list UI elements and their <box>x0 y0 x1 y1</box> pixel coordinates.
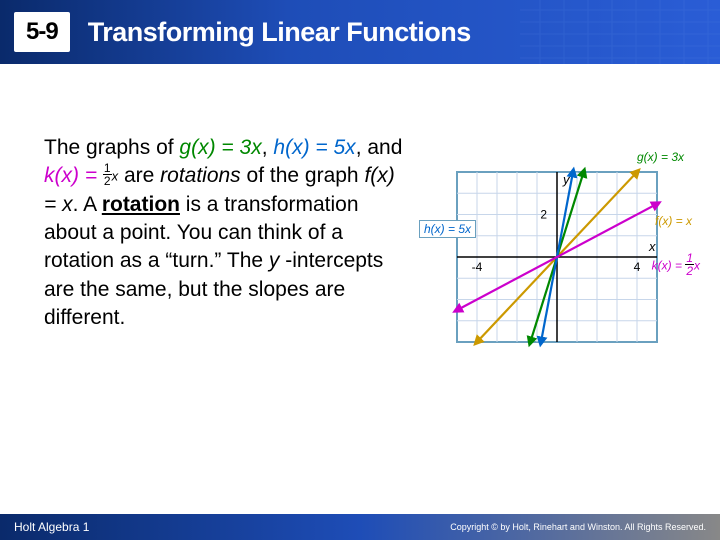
footer-book-title: Holt Algebra 1 <box>14 520 89 534</box>
k-callout: k(x) = 12x <box>652 254 700 279</box>
text: , <box>262 136 274 159</box>
header-bar: 5-9 Transforming Linear Functions <box>0 0 720 64</box>
svg-text:x: x <box>648 239 656 254</box>
text: . A <box>73 193 102 216</box>
text: , and <box>356 136 403 159</box>
f-callout: f(x) = x <box>655 214 692 228</box>
svg-text:2: 2 <box>540 208 547 222</box>
footer-bar: Holt Algebra 1 Copyright © by Holt, Rine… <box>0 514 720 540</box>
g-callout: g(x) = 3x <box>637 150 684 164</box>
y-var: y <box>269 249 280 272</box>
fraction-half: 12 <box>103 162 112 187</box>
rotations-word: rotations <box>160 164 241 187</box>
k-function-expr-pre: (x) = <box>55 164 103 187</box>
g-function-expr: (x) = 3x <box>191 136 262 159</box>
h-callout: h(x) = 5x <box>419 220 476 238</box>
svg-text:-4: -4 <box>472 260 483 274</box>
section-number-badge: 5-9 <box>14 12 70 52</box>
footer-copyright: Copyright © by Holt, Rinehart and Winsto… <box>450 522 706 532</box>
k-function-name: k <box>44 164 55 187</box>
header-grid-decoration <box>520 0 720 64</box>
linear-functions-chart: -442xy <box>427 142 682 367</box>
graph-wrap: -442xy g(x) = 3x h(x) = 5x f(x) = x k(x)… <box>427 142 682 367</box>
rotation-keyword: rotation <box>102 193 180 216</box>
body-text: The graphs of g(x) = 3x, h(x) = 5x, and … <box>44 134 407 367</box>
h-function-expr: (x) = 5x <box>285 136 356 159</box>
text: are <box>118 164 160 187</box>
text: of the graph <box>241 164 365 187</box>
frac-den: 2 <box>103 175 112 187</box>
h-function-name: h <box>273 136 285 159</box>
page-title: Transforming Linear Functions <box>88 17 471 48</box>
content-area: The graphs of g(x) = 3x, h(x) = 5x, and … <box>0 64 720 387</box>
text: The graphs of <box>44 136 179 159</box>
svg-text:4: 4 <box>634 260 641 274</box>
g-function-name: g <box>179 136 191 159</box>
graph-column: -442xy g(x) = 3x h(x) = 5x f(x) = x k(x)… <box>427 134 692 367</box>
